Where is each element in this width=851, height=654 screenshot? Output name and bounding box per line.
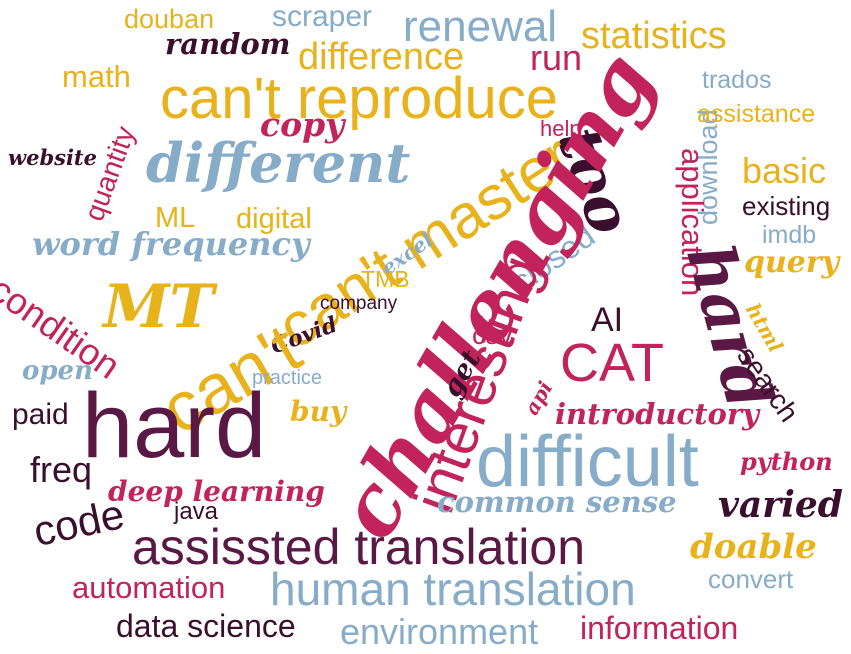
- word-website: website: [8, 145, 97, 170]
- word-ml: ML: [155, 202, 196, 234]
- word-information: information: [580, 610, 739, 646]
- word-imdb: imdb: [762, 221, 817, 249]
- word-cat: CAT: [560, 333, 664, 393]
- word-scraper: scraper: [272, 0, 373, 33]
- word-paid: paid: [12, 398, 69, 431]
- word-random: random: [165, 27, 291, 61]
- word-digital: digital: [236, 203, 312, 235]
- word-environment: environment: [340, 611, 539, 652]
- word-assissted-translation: assissted translation: [132, 519, 586, 575]
- word-cant-reproduce: can't reproduce: [160, 66, 558, 131]
- word-human-translation: human translation: [270, 563, 636, 615]
- word-renewal: renewal: [403, 2, 558, 51]
- word-doable: doable: [690, 527, 817, 567]
- word-varied: varied: [718, 484, 843, 526]
- word-existing: existing: [742, 191, 831, 221]
- word-difference: difference: [298, 36, 465, 78]
- word-tmb: TMB: [361, 266, 410, 292]
- word-data-science: data science: [116, 608, 296, 644]
- word-run: run: [530, 37, 583, 78]
- word-basic: basic: [742, 150, 827, 191]
- word-java: java: [174, 498, 219, 525]
- word-difficult: difficult: [476, 422, 699, 502]
- word-ai: AI: [591, 301, 624, 339]
- word-freq: freq: [30, 449, 93, 490]
- word-deep-learning: deep learning: [108, 475, 325, 508]
- word-statistics: statistics: [581, 15, 727, 57]
- word-csv: csv: [472, 320, 513, 350]
- word-python: python: [740, 447, 833, 476]
- word-trados: trados: [702, 66, 772, 94]
- word-assistance: assistance: [697, 100, 816, 128]
- word-quantity: quantity: [78, 122, 141, 225]
- word-convert: convert: [708, 564, 794, 594]
- word-copy: copy: [260, 105, 345, 144]
- word-company: company: [320, 293, 398, 314]
- word-open: open: [22, 356, 93, 386]
- word-mt: MT: [103, 272, 215, 342]
- word-word-frequency: word frequency: [32, 225, 310, 263]
- word-common-sense: common sense: [437, 485, 677, 519]
- word-hard: hard: [82, 375, 267, 477]
- word-code: code: [29, 490, 129, 556]
- word-introductory: introductory: [555, 397, 760, 431]
- word-different: different: [146, 131, 411, 195]
- word-query: query: [744, 245, 840, 280]
- word-math: math: [62, 59, 131, 94]
- word-practice: practice: [252, 367, 323, 389]
- word-douban: douban: [124, 4, 215, 34]
- word-help: help: [540, 116, 582, 141]
- word-buy: buy: [290, 395, 347, 428]
- word-automation: automation: [72, 570, 226, 605]
- word-api: api: [519, 377, 558, 419]
